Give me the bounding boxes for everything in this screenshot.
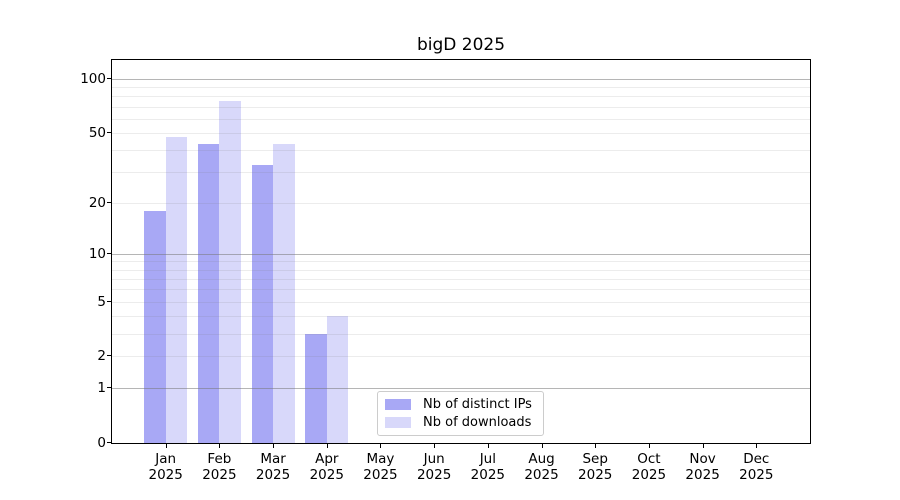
y-tick-label-50: 50: [88, 124, 106, 141]
chart-title: bigD 2025: [416, 35, 506, 55]
x-tick-sep: [595, 444, 597, 448]
x-tick-label-jan: Jan 2025: [148, 451, 183, 483]
legend-item-downloads: Nb of downloads: [385, 415, 536, 430]
x-tick-label-aug: Aug 2025: [524, 451, 559, 483]
gridline-minor-80: [112, 96, 810, 98]
gridline-minor-6: [112, 289, 810, 291]
legend: Nb of distinct IPs Nb of downloads: [377, 391, 544, 436]
y-tick-label-5: 5: [97, 293, 106, 310]
x-tick-feb: [219, 444, 221, 448]
legend-label-distinct-ips: Nb of distinct IPs: [423, 397, 532, 412]
x-tick-jun: [434, 444, 436, 448]
x-tick-label-mar: Mar 2025: [255, 451, 291, 483]
legend-item-distinct-ips: Nb of distinct IPs: [385, 397, 536, 412]
bar-apr-downloads: [326, 315, 349, 443]
x-tick-label-apr: Apr 2025: [309, 451, 344, 483]
y-tick-2: [107, 355, 111, 357]
gridline-minor-2: [112, 356, 810, 358]
gridline-minor-4: [112, 315, 810, 317]
gridline-minor-50: [112, 132, 810, 134]
x-tick-label-feb: Feb 2025: [202, 451, 237, 483]
y-tick-label-0: 0: [97, 435, 106, 451]
y-tick-1: [107, 387, 111, 389]
gridline-minor-40: [112, 149, 810, 151]
y-tick-label-20: 20: [88, 194, 106, 211]
y-tick-label-1: 1: [97, 380, 106, 397]
bar-mar-downloads: [273, 144, 295, 443]
gridline-minor-8: [112, 269, 810, 271]
gridline-minor-70: [112, 106, 810, 108]
x-tick-label-jun: Jun 2025: [416, 451, 452, 483]
x-tick-oct: [648, 444, 650, 448]
x-tick-label-may: May 2025: [363, 451, 398, 483]
legend-swatch-downloads: [385, 417, 411, 428]
x-tick-label-jul: Jul 2025: [470, 451, 506, 483]
x-tick-apr: [326, 444, 328, 448]
x-tick-mar: [273, 444, 275, 448]
bar-feb-downloads: [219, 101, 241, 443]
x-tick-label-nov: Nov 2025: [685, 451, 720, 483]
x-tick-jul: [487, 444, 489, 448]
gridline-major-100: [112, 78, 810, 80]
gridline-minor-90: [112, 86, 810, 88]
gridline-minor-3: [112, 333, 810, 335]
y-tick-label-10: 10: [88, 245, 106, 262]
y-tick-50: [107, 131, 111, 133]
x-tick-label-sep: Sep 2025: [578, 451, 613, 483]
y-tick-5: [107, 300, 111, 302]
gridline-minor-7: [112, 278, 810, 280]
y-tick-100: [107, 77, 111, 79]
gridline-minor-30: [112, 171, 810, 173]
gridline-minor-60: [112, 118, 810, 120]
x-tick-nov: [702, 444, 704, 448]
gridline-minor-20: [112, 202, 810, 204]
y-tick-0: [107, 442, 111, 443]
y-tick-20: [107, 201, 111, 203]
legend-label-downloads: Nb of downloads: [423, 415, 532, 430]
gridline-major-10: [112, 253, 810, 255]
gridline-major-1: [112, 388, 810, 390]
x-tick-label-dec: Dec 2025: [739, 451, 774, 483]
plot-area: Nb of distinct IPs Nb of downloads: [111, 59, 811, 444]
x-tick-label-oct: Oct 2025: [631, 451, 667, 483]
bar-feb-distinct-ips: [197, 144, 220, 443]
x-tick-may: [380, 444, 382, 448]
y-tick-label-2: 2: [97, 348, 106, 365]
bar-mar-distinct-ips: [251, 164, 274, 443]
gridline-minor-9: [112, 261, 810, 263]
x-tick-dec: [756, 444, 758, 448]
gridline-minor-5: [112, 301, 810, 303]
y-tick-10: [107, 252, 111, 254]
x-tick-jan: [165, 444, 167, 448]
y-tick-label-100: 100: [80, 70, 106, 87]
legend-swatch-distinct-ips: [385, 399, 411, 410]
bar-jan-distinct-ips: [144, 210, 166, 443]
bar-jan-downloads: [165, 137, 188, 443]
x-tick-aug: [541, 444, 543, 448]
